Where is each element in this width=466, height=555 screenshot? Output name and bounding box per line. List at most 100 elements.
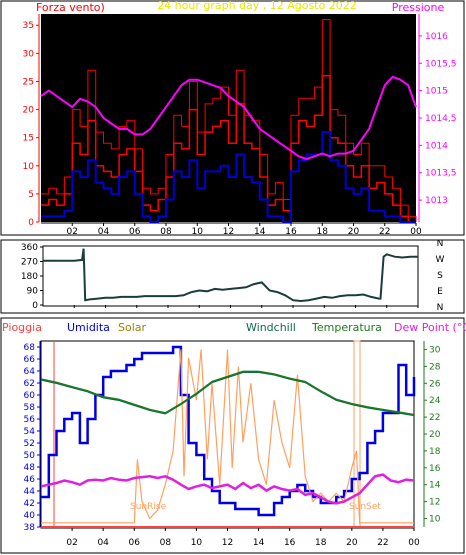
humidity-y-tick-label: 60 bbox=[24, 391, 36, 401]
bottom-x-tick-label: 20 bbox=[346, 538, 358, 548]
bottom-x-tick-label: 04 bbox=[97, 538, 109, 548]
humidity-y-tick-label: 54 bbox=[24, 427, 36, 437]
humidity-y-tick-label: 66 bbox=[24, 355, 36, 365]
wind-speed-line bbox=[41, 75, 416, 223]
wind-y-tick-label: 30 bbox=[23, 49, 35, 59]
wind-y-tick-label: 35 bbox=[23, 21, 34, 31]
humidity-y-tick-label: 52 bbox=[24, 439, 35, 449]
top-x-tick-label: 14 bbox=[254, 227, 266, 237]
humidity-y-tick-label: 50 bbox=[24, 451, 36, 461]
chart-title: 24 hour graph day , 12 Agosto 2022 bbox=[157, 0, 357, 12]
legend-dewpoint: Dew Point (°C) bbox=[394, 321, 466, 334]
humidity-y-tick-label: 68 bbox=[24, 343, 36, 353]
temperature-line bbox=[40, 370, 415, 416]
dir-label-w: W bbox=[436, 255, 445, 265]
direction-y-tick-label: 90 bbox=[27, 287, 39, 297]
dir-label-n-top: N bbox=[437, 239, 444, 249]
bottom-x-tick-label: 08 bbox=[160, 538, 172, 548]
humidity-y-tick-label: 56 bbox=[24, 415, 36, 425]
pressure-y-tick-label: 1013 bbox=[425, 196, 448, 206]
bottom-x-tick-label: 14 bbox=[253, 538, 265, 548]
bottom-x-tick-label: 18 bbox=[315, 538, 327, 548]
dir-label-n-bottom: N bbox=[437, 303, 444, 313]
temperature-y-tick-label: 16 bbox=[429, 464, 441, 474]
wind-gust-line bbox=[41, 19, 417, 222]
pressure-y-tick-label: 1015 bbox=[425, 87, 448, 97]
pressure-y-tick-label: 1013,5 bbox=[425, 169, 457, 179]
temperature-y-tick-label: 14 bbox=[429, 481, 441, 491]
legend-windchill: Windchill bbox=[246, 321, 296, 334]
wind-y-tick-label: 10 bbox=[23, 162, 35, 172]
windchill-line bbox=[40, 371, 415, 417]
top-x-tick-label: 04 bbox=[98, 227, 110, 237]
wind-y-tick-label: 5 bbox=[28, 190, 34, 200]
top-x-tick-label: 10 bbox=[192, 227, 204, 237]
top-x-tick-label: 20 bbox=[348, 227, 360, 237]
bottom-x-tick-label: 12 bbox=[222, 538, 233, 548]
middle-chart-layer: 0 90 180 270 360 bbox=[21, 243, 419, 311]
wind-y-tick-label: 25 bbox=[23, 77, 34, 87]
humidity-y-tick-label: 48 bbox=[24, 463, 36, 473]
humidity-y-tick-label: 40 bbox=[24, 511, 36, 521]
humidity-y-tick-label: 46 bbox=[24, 475, 36, 485]
wind-y-tick-label: 15 bbox=[23, 134, 34, 144]
wind-average-line bbox=[41, 131, 416, 223]
bottom-x-tick-label: 10 bbox=[191, 538, 203, 548]
pressure-y-tick-label: 1014 bbox=[425, 141, 448, 151]
direction-y-tick-label: 360 bbox=[21, 243, 38, 253]
top-x-tick-label: 12 bbox=[223, 227, 234, 237]
humidity-y-tick-label: 58 bbox=[24, 403, 36, 413]
top-x-tick-label: 18 bbox=[317, 227, 329, 237]
top-x-tick-label: 16 bbox=[285, 227, 297, 237]
wind-axis-title: Forza vento) bbox=[36, 1, 105, 14]
humidity-y-tick-label: 38 bbox=[24, 523, 36, 533]
legend-solar: Solar bbox=[118, 321, 147, 334]
pressure-y-tick-label: 1014,5 bbox=[425, 114, 457, 124]
legend-temperature: Temperatura bbox=[311, 321, 382, 334]
temperature-y-tick-label: 30 bbox=[429, 345, 441, 355]
humidity-y-tick-label: 44 bbox=[24, 487, 36, 497]
wind-direction-line bbox=[43, 248, 418, 303]
bottom-x-tick-label: 16 bbox=[284, 538, 296, 548]
top-chart-layer: 0510152025303510131013,510141014,5101510… bbox=[23, 14, 457, 237]
direction-y-tick-label: 0 bbox=[32, 301, 38, 311]
top-x-tick-label: 02 bbox=[67, 227, 78, 237]
temperature-y-tick-label: 18 bbox=[429, 447, 441, 457]
sunset-label: SunSet bbox=[349, 502, 381, 512]
pressure-y-tick-label: 1016 bbox=[425, 32, 448, 42]
temperature-y-tick-label: 22 bbox=[429, 413, 440, 423]
top-x-tick-label: 06 bbox=[129, 227, 141, 237]
bottom-x-tick-label: 22 bbox=[377, 538, 388, 548]
pressure-line bbox=[40, 75, 417, 161]
temperature-y-tick-label: 12 bbox=[429, 498, 440, 508]
humidity-y-tick-label: 64 bbox=[24, 367, 36, 377]
direction-y-tick-label: 180 bbox=[21, 272, 38, 282]
bottom-x-tick-label: 00 bbox=[408, 538, 420, 548]
wind-y-tick-label: 20 bbox=[23, 106, 35, 116]
pressure-y-tick-label: 1015,5 bbox=[425, 59, 457, 69]
dewpoint-line bbox=[40, 473, 415, 505]
humidity-y-tick-label: 62 bbox=[24, 379, 35, 389]
sunrise-label: SunRise bbox=[130, 502, 167, 512]
wind-plot-area bbox=[41, 14, 416, 222]
bottom-x-tick-label: 02 bbox=[66, 538, 77, 548]
humidity-y-tick-label: 42 bbox=[24, 499, 35, 509]
bottom-chart-layer: 38 40 42 44 46 48 50 52 54 56 58 60 62 64 66 68 10 12 14 16… bbox=[24, 341, 441, 548]
top-x-tick-label: 22 bbox=[379, 227, 390, 237]
legend-humidity: Umidita bbox=[67, 321, 110, 334]
wind-y-tick-label: 0 bbox=[28, 218, 34, 228]
legend-rain: Pioggia bbox=[2, 321, 42, 334]
dir-label-s: S bbox=[437, 271, 443, 281]
temperature-y-tick-label: 20 bbox=[429, 430, 441, 440]
temperature-y-tick-label: 28 bbox=[429, 362, 441, 372]
bottom-x-tick-label: 06 bbox=[129, 538, 141, 548]
temperature-y-tick-label: 26 bbox=[429, 379, 441, 389]
direction-plot-area bbox=[42, 245, 419, 307]
dir-label-e: E bbox=[437, 287, 443, 297]
temperature-y-tick-label: 24 bbox=[429, 396, 441, 406]
direction-y-tick-label: 270 bbox=[21, 258, 38, 268]
top-x-tick-label: 08 bbox=[160, 227, 172, 237]
pressure-axis-title: Pressione bbox=[392, 1, 445, 14]
